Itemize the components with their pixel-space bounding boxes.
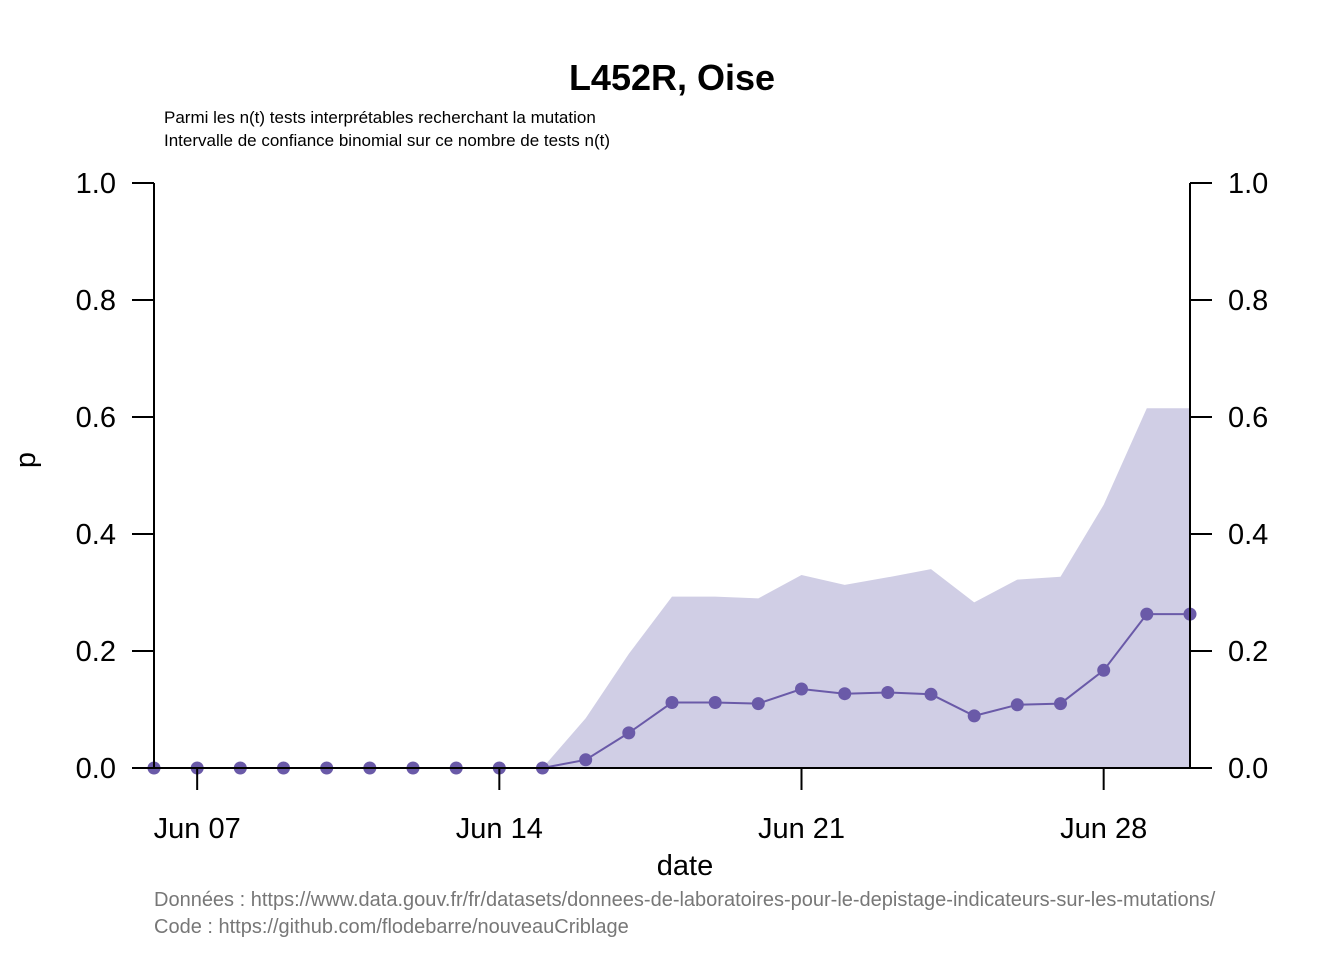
data-point bbox=[1054, 697, 1067, 711]
data-point bbox=[1140, 607, 1154, 621]
x-tick-label: Jun 21 bbox=[758, 813, 845, 845]
confidence-band-layer bbox=[154, 408, 1190, 768]
data-point bbox=[924, 687, 938, 701]
y-tick-label-left: 0.8 bbox=[76, 285, 116, 317]
chart-subtitle-line-2: Intervalle de confiance binomial sur ce … bbox=[164, 131, 610, 150]
data-point bbox=[1097, 663, 1111, 677]
y-tick-label-right: 0.8 bbox=[1228, 285, 1268, 317]
y-tick-label-left: 0.6 bbox=[76, 402, 116, 434]
y-tick-label-left: 0.2 bbox=[76, 636, 116, 668]
x-tick-label: Jun 28 bbox=[1060, 813, 1147, 845]
confidence-band bbox=[154, 408, 1190, 768]
y-tick-label-left: 0.0 bbox=[76, 753, 116, 785]
chart-subtitle-line-1: Parmi les n(t) tests interprétables rech… bbox=[164, 108, 596, 127]
y-tick-label-right: 1.0 bbox=[1228, 168, 1268, 200]
data-point bbox=[708, 696, 722, 709]
y-tick-label-right: 0.4 bbox=[1228, 519, 1268, 551]
chart-title: L452R, Oise bbox=[569, 57, 775, 98]
data-point bbox=[622, 726, 636, 740]
data-point bbox=[795, 682, 808, 696]
y-axis-title: p bbox=[10, 452, 42, 468]
data-point bbox=[838, 687, 852, 701]
x-ticks: Jun 07 Jun 14 Jun 21 Jun 28 bbox=[154, 768, 1147, 845]
axes bbox=[153, 183, 1191, 769]
y-tick-label-right: 0.0 bbox=[1228, 753, 1268, 785]
data-point bbox=[967, 709, 981, 723]
data-point bbox=[579, 753, 593, 767]
x-axis-title: date bbox=[657, 850, 713, 882]
data-point bbox=[751, 697, 765, 711]
x-tick-label: Jun 14 bbox=[456, 813, 543, 845]
data-source-note: Données : https://www.data.gouv.fr/fr/da… bbox=[154, 889, 1216, 911]
y-tick-label-left: 1.0 bbox=[76, 168, 116, 200]
y-tick-label-right: 0.6 bbox=[1228, 402, 1268, 434]
y-tick-label-right: 0.2 bbox=[1228, 636, 1268, 668]
data-point bbox=[665, 696, 679, 709]
x-tick-label: Jun 07 bbox=[154, 813, 241, 845]
y-ticks: 0.0 0.0 0.2 0.2 0.4 0.4 0.6 0.6 0.8 0.8 1.0 1.0 bbox=[76, 168, 1269, 785]
data-point bbox=[1010, 698, 1024, 712]
y-tick-label-left: 0.4 bbox=[76, 519, 116, 551]
code-source-note: Code : https://github.com/flodebarre/nou… bbox=[154, 916, 629, 938]
data-point bbox=[881, 686, 895, 699]
